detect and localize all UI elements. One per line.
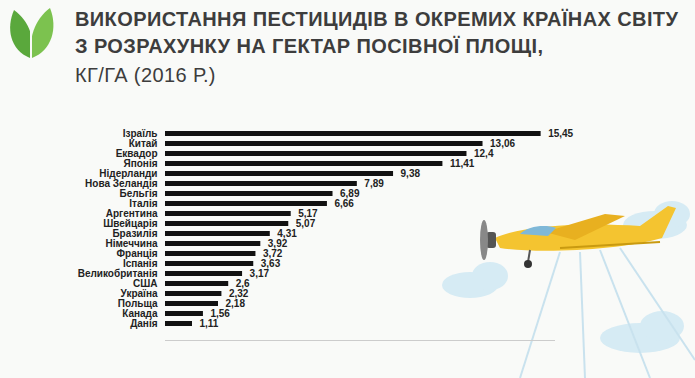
svg-text:2,6: 2,6 — [235, 278, 250, 290]
svg-text:3,92: 3,92 — [267, 238, 288, 250]
svg-text:Швейцарія: Швейцарія — [103, 218, 158, 230]
svg-text:4,31: 4,31 — [277, 228, 297, 240]
svg-text:1,56: 1,56 — [210, 308, 230, 320]
svg-text:Аргентина: Аргентина — [105, 208, 158, 220]
svg-text:Польща: Польща — [117, 298, 158, 310]
svg-text:11,41: 11,41 — [450, 158, 475, 169]
svg-text:1,11: 1,11 — [199, 318, 218, 329]
html-text:ВИКОРИСТАННЯ ПЕСТИЦИДІВ В ОКРЕ: ВИКОРИСТАННЯ ПЕСТИЦИДІВ В ОКРЕМИХ КРАЇНА… — [75, 8, 679, 57]
svg-text:3,63: 3,63 — [260, 258, 281, 270]
svg-text:США: США — [133, 278, 158, 290]
svg-text:Україна: Україна — [120, 288, 158, 300]
svg-text:2,18: 2,18 — [225, 298, 245, 310]
svg-text:Великобританія: Великобританія — [77, 268, 158, 280]
svg-text:Канада: Канада — [122, 308, 158, 320]
html-text:КГ/ГА (2016 Р.): КГ/ГА (2016 Р.) — [75, 64, 216, 86]
svg-text:2,32: 2,32 — [228, 288, 249, 300]
svg-text:Еквадор: Еквадор — [115, 148, 158, 160]
svg-text:Іспанія: Іспанія — [122, 258, 158, 270]
svg-text:Італія: Італія — [129, 198, 158, 210]
svg-text:Ізраїль: Ізраїль — [122, 128, 158, 140]
svg-text:3,17: 3,17 — [250, 268, 270, 279]
svg-text:Бразилія: Бразилія — [112, 228, 158, 240]
svg-text:Німеччина: Німеччина — [105, 238, 158, 250]
svg-text:Франція: Франція — [116, 248, 158, 260]
svg-text:9,38: 9,38 — [401, 168, 421, 179]
svg-text:Японія: Японія — [123, 158, 158, 170]
svg-text:5,07: 5,07 — [296, 218, 316, 229]
svg-text:15,45: 15,45 — [548, 128, 573, 139]
svg-text:Нова Зеландія: Нова Зеландія — [85, 178, 158, 190]
svg-text:12,4: 12,4 — [474, 148, 494, 159]
svg-text:3,72: 3,72 — [262, 248, 283, 260]
svg-text:Нідерланди: Нідерланди — [99, 168, 158, 180]
svg-text:7,89: 7,89 — [364, 178, 384, 189]
svg-text:Бельгія: Бельгія — [119, 188, 158, 200]
svg-text:5,17: 5,17 — [298, 208, 318, 220]
svg-text:6,66: 6,66 — [334, 198, 354, 209]
svg-text:Данія: Данія — [130, 318, 158, 329]
svg-text:6,89: 6,89 — [340, 188, 360, 200]
svg-text:13,06: 13,06 — [490, 138, 515, 149]
svg-text:Китай: Китай — [128, 138, 158, 150]
